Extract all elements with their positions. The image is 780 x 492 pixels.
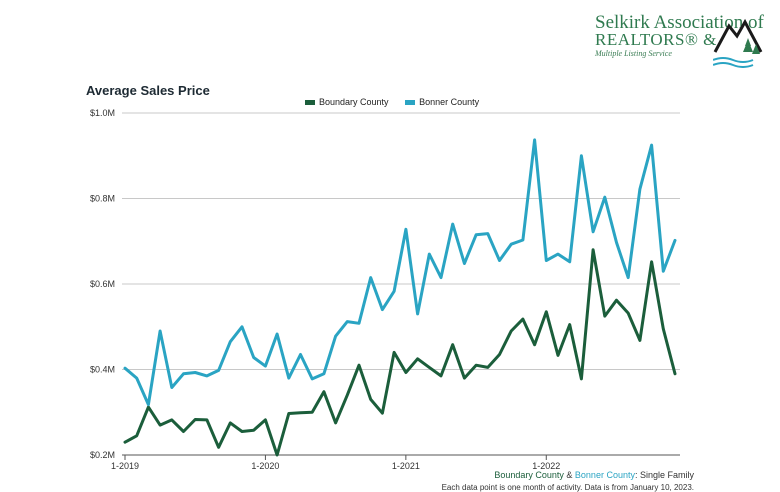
y-tick-label: $1.0M: [90, 108, 115, 118]
y-tick-label: $0.2M: [90, 450, 115, 460]
footer-ampersand: &: [563, 470, 575, 480]
x-tick-label: 1-2019: [111, 461, 139, 471]
y-tick-label: $0.6M: [90, 279, 115, 289]
mountain-icon: [713, 18, 763, 68]
legend-label-boundary: Boundary County: [319, 97, 389, 107]
x-tick-label: 1-2022: [532, 461, 560, 471]
logo-line-3: Multiple Listing Service: [595, 49, 672, 58]
chart-title: Average Sales Price: [86, 83, 210, 98]
logo-line-2: REALTORS® &: [595, 30, 717, 49]
series-line-boundary: [123, 248, 677, 457]
chart-legend: Boundary County Bonner County: [305, 97, 493, 107]
x-tick-label: 1-2021: [392, 461, 420, 471]
y-tick-label: $0.4M: [90, 365, 115, 375]
legend-item-boundary: Boundary County: [305, 97, 389, 107]
y-tick-label: $0.8M: [90, 194, 115, 204]
association-logo: Selkirk Association of REALTORS® & Multi…: [595, 8, 765, 70]
footer-note: Each data point is one month of activity…: [441, 483, 694, 492]
series-line-bonner: [123, 138, 677, 407]
footer-caption: Boundary County & Bonner County: Single …: [442, 470, 694, 480]
legend-swatch-bonner: [405, 100, 416, 106]
legend-label-bonner: Bonner County: [419, 97, 480, 107]
footer-suffix: : Single Family: [634, 470, 694, 480]
footer-boundary-label: Boundary County: [494, 470, 564, 480]
logo-line-1: Selkirk Association of: [595, 12, 764, 33]
legend-item-bonner: Bonner County: [405, 97, 479, 107]
chart-footer: Boundary County & Bonner County: Single …: [442, 470, 694, 492]
x-tick-label: 1-2020: [251, 461, 279, 471]
legend-swatch-boundary: [305, 100, 315, 106]
footer-bonner-label: Bonner County: [574, 470, 635, 480]
